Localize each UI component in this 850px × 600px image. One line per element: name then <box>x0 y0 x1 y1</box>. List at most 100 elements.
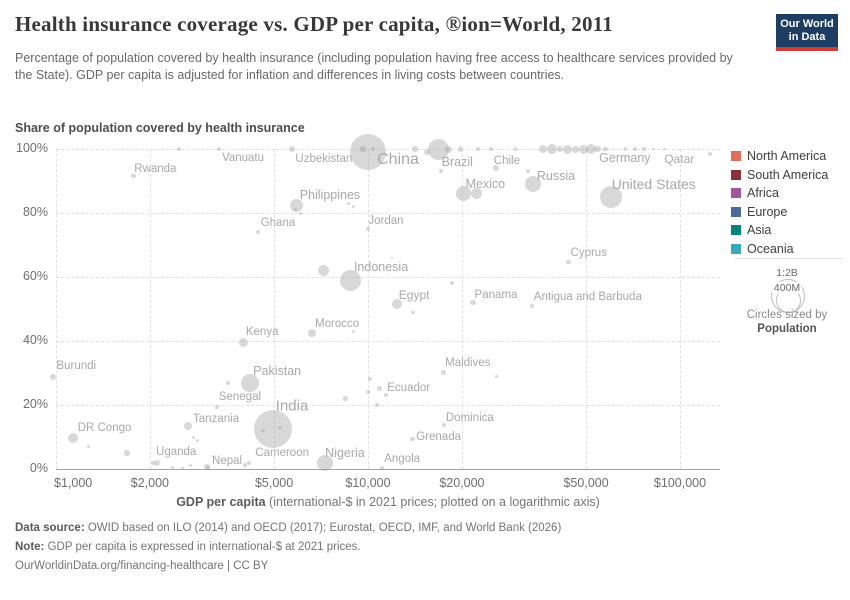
data-point-uzbekistan[interactable] <box>288 146 295 152</box>
data-point[interactable] <box>546 144 557 154</box>
data-point[interactable] <box>317 265 329 277</box>
data-point[interactable] <box>632 147 637 151</box>
data-point[interactable] <box>343 396 348 401</box>
data-point[interactable] <box>368 377 373 382</box>
data-point[interactable] <box>556 145 564 153</box>
data-point[interactable] <box>444 145 452 153</box>
data-point-brazil[interactable] <box>427 138 449 160</box>
data-point-germany[interactable] <box>585 144 596 154</box>
data-point-grenada[interactable] <box>410 436 415 442</box>
data-point[interactable] <box>594 145 601 153</box>
data-point[interactable] <box>299 211 303 215</box>
data-point[interactable] <box>411 310 415 314</box>
data-point[interactable] <box>642 147 646 151</box>
data-point-qatar[interactable] <box>708 151 713 156</box>
data-point-indonesia[interactable] <box>339 269 361 291</box>
data-point-angola[interactable] <box>379 465 385 471</box>
data-point[interactable] <box>180 466 184 470</box>
data-point-russia[interactable] <box>525 176 542 193</box>
data-point-cameroon[interactable] <box>246 460 252 466</box>
data-point[interactable] <box>196 438 200 442</box>
data-point-nigeria[interactable] <box>316 454 333 471</box>
data-point-ghana[interactable] <box>255 229 261 235</box>
data-point-kenya[interactable] <box>238 338 248 348</box>
data-point-morocco[interactable] <box>308 329 316 337</box>
data-point[interactable] <box>171 465 175 469</box>
data-point[interactable] <box>278 425 282 430</box>
data-point[interactable] <box>346 201 351 206</box>
footer-url[interactable]: OurWorldinData.org/financing-healthcare … <box>15 560 269 572</box>
country-label: Indonesia <box>353 260 409 275</box>
data-point[interactable] <box>476 147 481 151</box>
data-point-dominica[interactable] <box>441 422 447 428</box>
data-point[interactable] <box>191 435 195 439</box>
data-point[interactable] <box>205 466 210 471</box>
data-point[interactable] <box>390 256 394 260</box>
data-point-mexico[interactable] <box>455 186 471 202</box>
data-point-egypt[interactable] <box>392 299 403 310</box>
data-point-cyprus[interactable] <box>566 259 572 265</box>
data-point[interactable] <box>360 146 366 152</box>
data-point-chile[interactable] <box>492 165 499 172</box>
data-point-dr-congo[interactable] <box>67 432 78 443</box>
data-point-nepal[interactable] <box>204 464 210 470</box>
data-point[interactable] <box>424 149 431 156</box>
data-point[interactable] <box>526 169 531 174</box>
data-point[interactable] <box>495 374 499 378</box>
data-point[interactable] <box>370 147 375 151</box>
data-point[interactable] <box>563 144 573 154</box>
data-point-burundi[interactable] <box>50 373 57 380</box>
legend-item-asia[interactable]: Asia <box>731 221 849 240</box>
data-point-india[interactable] <box>253 410 292 448</box>
data-point-vanuatu[interactable] <box>216 146 222 152</box>
data-point[interactable] <box>384 393 389 398</box>
data-point[interactable] <box>151 460 156 465</box>
legend-item-africa[interactable]: Africa <box>731 184 849 203</box>
data-point[interactable] <box>366 390 370 395</box>
data-point[interactable] <box>457 146 463 152</box>
data-point[interactable] <box>538 145 547 153</box>
data-point[interactable] <box>652 147 655 151</box>
data-point[interactable] <box>412 146 419 152</box>
data-point-philippines[interactable] <box>290 198 304 212</box>
owid-logo[interactable]: Our World in Data <box>776 14 838 51</box>
data-point[interactable] <box>439 169 444 174</box>
data-point[interactable] <box>489 147 494 151</box>
data-point[interactable] <box>662 147 666 151</box>
data-point[interactable] <box>513 147 518 151</box>
data-point[interactable] <box>176 146 182 152</box>
data-point[interactable] <box>243 463 247 467</box>
data-point-pakistan[interactable] <box>241 373 260 392</box>
data-point[interactable] <box>603 146 608 152</box>
data-point[interactable] <box>226 380 231 385</box>
y-tick-label: 20% <box>22 397 48 411</box>
data-point-ecuador[interactable] <box>377 385 383 391</box>
data-point[interactable] <box>188 464 192 468</box>
data-point[interactable] <box>375 403 380 407</box>
data-point[interactable] <box>351 205 355 209</box>
data-point[interactable] <box>623 147 628 151</box>
legend-item-oceania[interactable]: Oceania <box>731 240 849 259</box>
data-point[interactable] <box>124 450 130 456</box>
data-point-china[interactable] <box>350 134 386 171</box>
data-point[interactable] <box>294 208 298 212</box>
data-point-antigua-and-barbuda[interactable] <box>529 303 535 309</box>
data-point-united-states[interactable] <box>599 186 622 208</box>
data-point[interactable] <box>572 145 580 153</box>
data-point[interactable] <box>86 444 91 449</box>
legend-item-south-america[interactable]: South America <box>731 166 849 185</box>
data-point-jordan[interactable] <box>365 226 371 232</box>
data-point[interactable] <box>351 329 356 334</box>
data-point[interactable] <box>470 188 482 200</box>
data-point-uganda[interactable] <box>153 459 161 467</box>
data-point-rwanda[interactable] <box>131 173 136 179</box>
data-point-maldives[interactable] <box>441 369 447 375</box>
data-point-senegal[interactable] <box>214 404 220 410</box>
data-point[interactable] <box>450 281 455 286</box>
data-point-tanzania[interactable] <box>183 421 193 431</box>
legend-item-north-america[interactable]: North America <box>731 147 849 166</box>
data-point[interactable] <box>261 428 265 433</box>
data-point[interactable] <box>578 144 588 154</box>
legend-item-europe[interactable]: Europe <box>731 203 849 222</box>
data-point-panama[interactable] <box>470 299 476 306</box>
